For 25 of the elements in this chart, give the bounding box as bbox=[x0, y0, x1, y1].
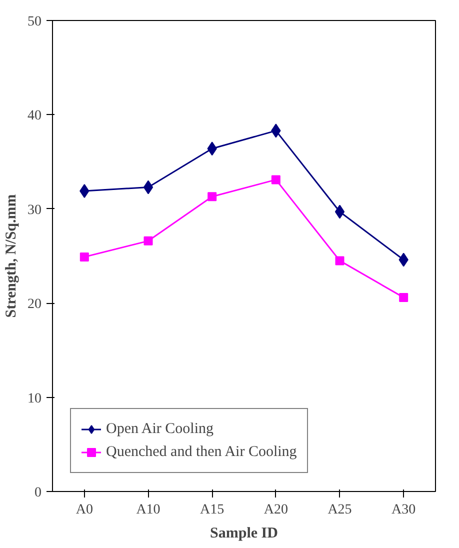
x-tick-label: A20 bbox=[264, 502, 288, 518]
legend-label: Quenched and then Air Cooling bbox=[106, 444, 297, 460]
point bbox=[144, 236, 153, 246]
y-tick-label: 50 bbox=[28, 14, 42, 30]
y-tick-label: 20 bbox=[28, 297, 42, 312]
y-axis-title: Strength, N/Sq.mm bbox=[4, 194, 20, 318]
point bbox=[271, 175, 280, 184]
point bbox=[80, 184, 90, 198]
x-tick-label: A30 bbox=[392, 502, 416, 518]
point bbox=[80, 252, 89, 262]
y-tick-label: 30 bbox=[28, 202, 42, 218]
point bbox=[334, 204, 345, 219]
x-tick-label: A25 bbox=[328, 502, 352, 518]
x-axis-title: Sample ID bbox=[210, 526, 278, 542]
legend-label: Open Air Cooling bbox=[106, 420, 214, 438]
point bbox=[208, 192, 217, 202]
point bbox=[335, 256, 344, 266]
y-tick-label: 10 bbox=[28, 391, 42, 406]
point bbox=[399, 292, 408, 302]
x-tick-label: A0 bbox=[76, 502, 93, 518]
x-tick-label: A15 bbox=[200, 502, 224, 518]
x-tick-label: A10 bbox=[136, 502, 160, 518]
point bbox=[143, 180, 154, 194]
y-tick-label: 0 bbox=[34, 486, 42, 500]
y-tick-label: 40 bbox=[28, 108, 42, 124]
